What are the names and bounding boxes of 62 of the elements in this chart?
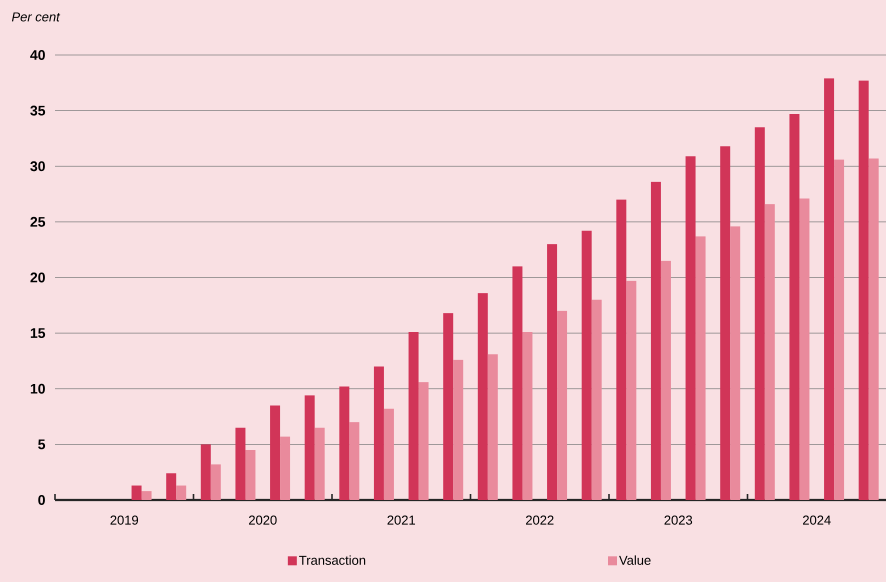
bar <box>720 146 730 500</box>
bar <box>868 158 879 500</box>
bar <box>764 204 775 500</box>
bar <box>824 78 834 500</box>
bar <box>522 332 532 500</box>
bar <box>418 382 429 500</box>
bar <box>696 236 706 500</box>
bar <box>650 182 661 500</box>
bar <box>547 244 558 500</box>
bar <box>339 386 350 500</box>
y-tick-label: 35 <box>30 106 46 116</box>
bar <box>443 313 454 500</box>
y-tick-label: 25 <box>30 216 46 227</box>
bar <box>304 395 315 500</box>
bar <box>858 80 869 500</box>
bar <box>280 436 290 500</box>
bar <box>592 300 602 500</box>
x-tick-label: 2020 <box>249 516 277 525</box>
legend-label: Value <box>619 555 651 565</box>
y-tick-label: 40 <box>30 50 45 60</box>
x-tick-label: 2022 <box>526 516 554 525</box>
bar <box>453 360 464 500</box>
y-tick-label: 5 <box>38 440 46 450</box>
bar <box>754 127 765 500</box>
x-tick-label: 2023 <box>664 516 692 525</box>
x-tick-label: 2021 <box>388 516 416 525</box>
bar <box>582 230 592 500</box>
bar <box>349 422 360 500</box>
bar <box>488 354 498 500</box>
bar <box>142 491 152 500</box>
bar <box>512 266 522 500</box>
bar <box>686 156 696 500</box>
y-tick-label: 15 <box>30 328 46 338</box>
y-tick-label: 10 <box>30 384 45 394</box>
bar <box>245 450 256 500</box>
bar <box>235 428 246 500</box>
bar <box>314 428 325 500</box>
bar <box>176 486 186 500</box>
bar <box>210 464 221 500</box>
bar <box>478 293 488 500</box>
bar <box>834 160 844 500</box>
bar <box>730 226 740 500</box>
y-axis-title: Per cent <box>12 12 60 22</box>
bar <box>408 332 419 500</box>
bar <box>384 408 394 500</box>
bar <box>557 310 568 500</box>
bar <box>660 260 671 500</box>
bar <box>799 198 810 500</box>
bar <box>132 486 142 500</box>
bar <box>616 200 626 500</box>
x-tick-label: 2024 <box>803 516 831 525</box>
bar <box>626 280 636 500</box>
y-tick-label: 0 <box>38 495 45 505</box>
bar <box>374 366 384 500</box>
legend-label: Transaction <box>299 555 366 565</box>
x-tick-label: 2019 <box>110 516 138 525</box>
bar <box>270 405 280 500</box>
y-tick-label: 20 <box>30 272 45 282</box>
bar <box>166 473 176 500</box>
y-tick-label: 30 <box>30 161 45 172</box>
bar <box>200 444 211 500</box>
bar <box>789 114 800 500</box>
